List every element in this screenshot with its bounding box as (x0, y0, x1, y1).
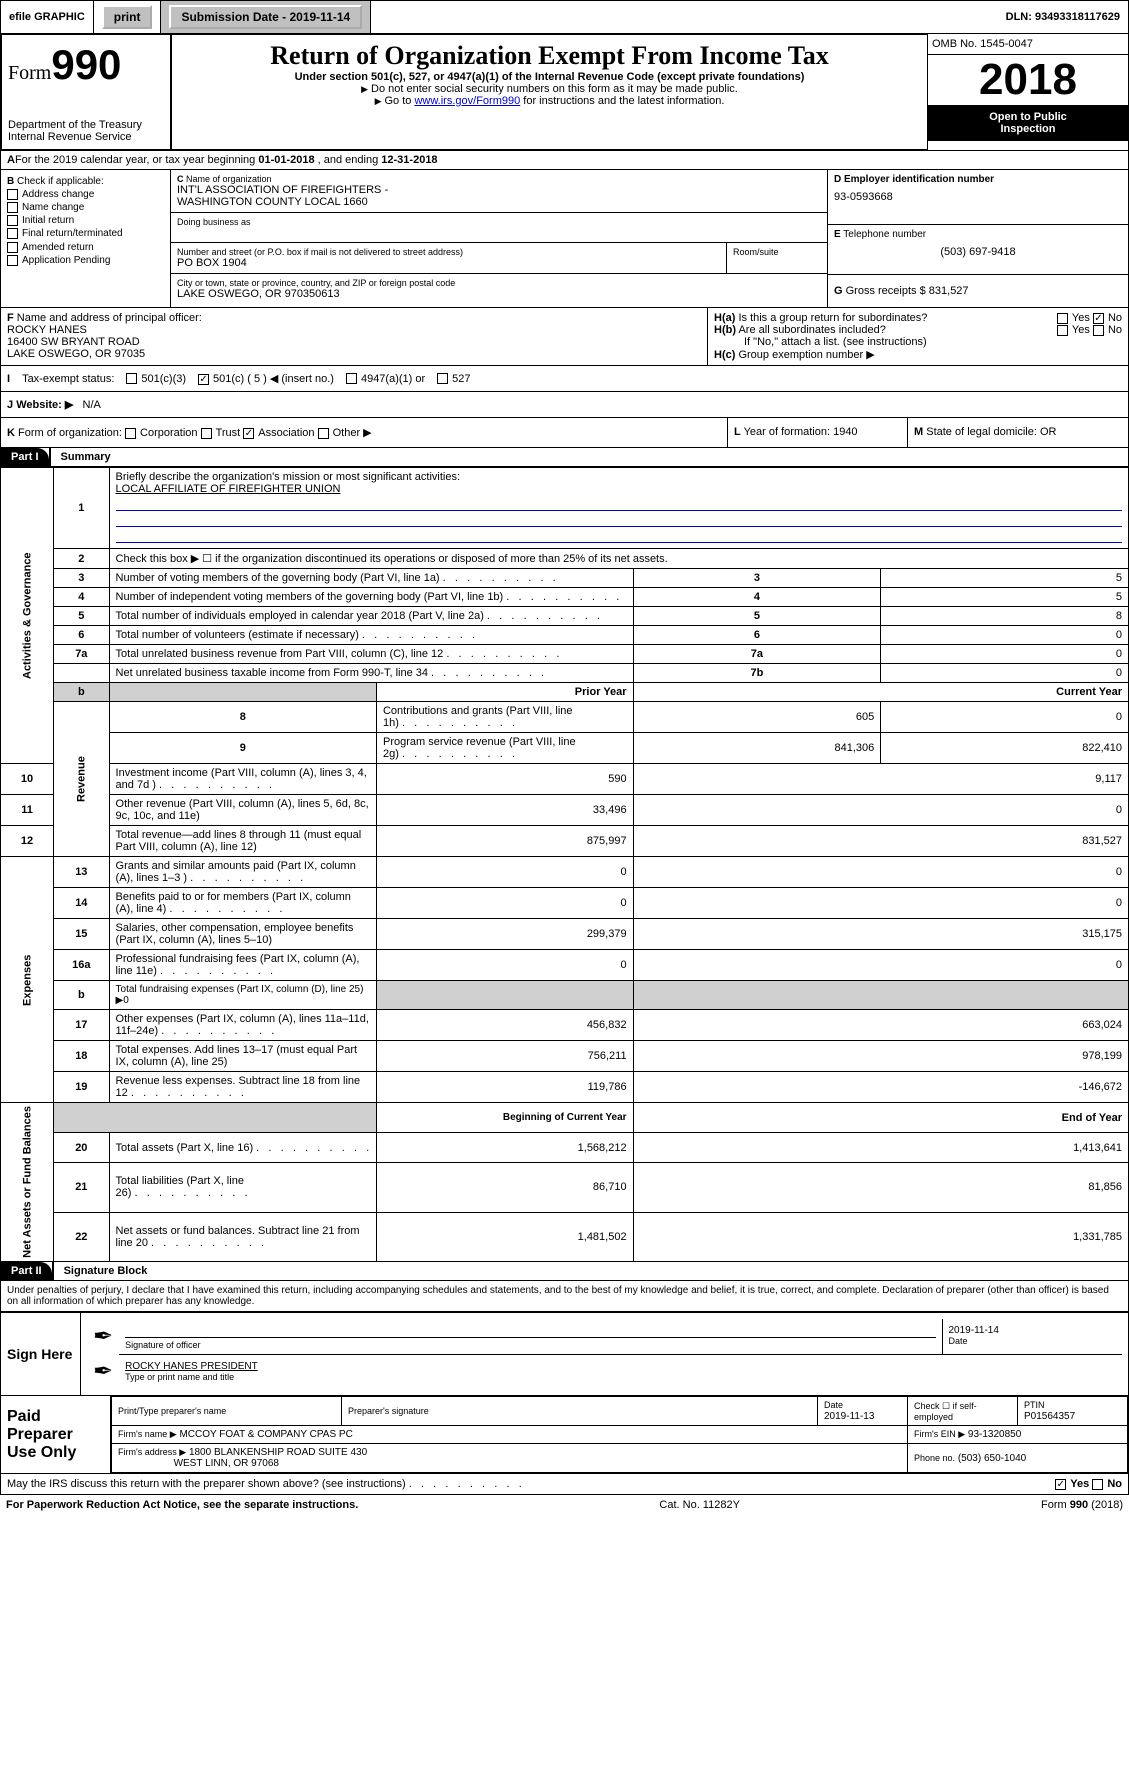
tax-year: 2018 (928, 55, 1128, 105)
dba-box: Doing business as (171, 213, 827, 243)
checkbox-corp[interactable] (125, 428, 136, 439)
mission-text: LOCAL AFFILIATE OF FIREFIGHTER UNION (116, 483, 341, 495)
footer-row: For Paperwork Reduction Act Notice, see … (0, 1495, 1129, 1515)
checkbox-assoc[interactable]: ✓ (243, 428, 254, 439)
checkbox-amended[interactable] (7, 242, 18, 253)
street-box: Number and street (or P.O. box if mail i… (171, 243, 727, 274)
checkbox-ha-no[interactable]: ✓ (1093, 313, 1104, 324)
year-formation: L Year of formation: 1940 (728, 418, 908, 447)
checkbox-4947[interactable] (346, 373, 357, 384)
part-i-table: Activities & Governance 1 Briefly descri… (0, 467, 1129, 1262)
open-public-badge: Open to PublicInspection (928, 105, 1128, 141)
dln-label: DLN: 93493318117629 (998, 1, 1128, 33)
ssn-note: Do not enter social security numbers on … (178, 83, 921, 95)
checkbox-final-return[interactable] (7, 228, 18, 239)
omb-number: OMB No. 1545-0047 (928, 34, 1128, 55)
checkbox-initial-return[interactable] (7, 215, 18, 226)
efile-label: efile GRAPHIC (1, 1, 94, 33)
checkbox-pending[interactable] (7, 255, 18, 266)
checkbox-501c[interactable]: ✓ (198, 374, 209, 385)
checkbox-name-change[interactable] (7, 202, 18, 213)
checkbox-discuss-no[interactable] (1092, 1479, 1103, 1490)
submission-date: Submission Date - 2019-11-14 (161, 1, 371, 33)
state-domicile: M State of legal domicile: OR (908, 418, 1128, 447)
checkbox-527[interactable] (437, 373, 448, 384)
ein-box: D Employer identification number 93-0593… (828, 170, 1128, 225)
checkbox-other[interactable] (318, 428, 329, 439)
vlabel-revenue: Revenue (54, 702, 109, 857)
irs-label: Internal Revenue Service (8, 131, 164, 143)
perjury-text: Under penalties of perjury, I declare th… (0, 1281, 1129, 1312)
box-b: B Check if applicable: Address change Na… (1, 170, 171, 307)
phone-box: E Telephone number (503) 697-9418 (828, 225, 1128, 275)
irs-link[interactable]: www.irs.gov/Form990 (414, 95, 520, 107)
subtitle: Under section 501(c), 527, or 4947(a)(1)… (178, 71, 921, 83)
klm-row: K Form of organization: Corporation Trus… (0, 418, 1129, 448)
checkbox-trust[interactable] (201, 428, 212, 439)
checkbox-501c3[interactable] (126, 373, 137, 384)
tax-exempt-row: I Tax-exempt status: 501(c)(3) ✓501(c) (… (0, 366, 1129, 392)
identity-block: B Check if applicable: Address change Na… (0, 170, 1129, 308)
checkbox-ha-yes[interactable] (1057, 313, 1068, 324)
group-return-box: H(a) Is this a group return for subordin… (708, 308, 1128, 365)
goto-note: Go to www.irs.gov/Form990 for instructio… (178, 95, 921, 107)
print-button[interactable]: print (94, 1, 162, 33)
website-row: J Website: ▶ N/A (0, 392, 1129, 418)
discuss-row: May the IRS discuss this return with the… (0, 1474, 1129, 1495)
vlabel-expenses: Expenses (1, 857, 54, 1103)
form-number: Form990 (8, 41, 164, 89)
part-i-header: Part I Summary (0, 448, 1129, 467)
room-box: Room/suite (727, 243, 827, 274)
part-ii-header: Part II Signature Block (0, 1262, 1129, 1281)
org-name-box: C Name of organization INT'L ASSOCIATION… (171, 170, 827, 213)
officer-group-row: F Name and address of principal officer:… (0, 308, 1129, 366)
form-header: Form990 Department of the Treasury Inter… (0, 34, 1129, 151)
top-bar: efile GRAPHIC print Submission Date - 20… (0, 0, 1129, 34)
period-row: AFor the 2019 calendar year, or tax year… (0, 151, 1129, 170)
gross-receipts: G Gross receipts $ 831,527 (828, 275, 1128, 307)
vlabel-governance: Activities & Governance (1, 468, 54, 764)
vlabel-netassets: Net Assets or Fund Balances (1, 1103, 54, 1262)
checkbox-hb-yes[interactable] (1057, 325, 1068, 336)
checkbox-address-change[interactable] (7, 189, 18, 200)
dept-treasury: Department of the Treasury (8, 119, 164, 131)
city-box: City or town, state or province, country… (171, 274, 827, 304)
officer-box: F Name and address of principal officer:… (1, 308, 708, 365)
sign-here-block: Sign Here ✒ Signature of officer 2019-11… (0, 1312, 1129, 1397)
checkbox-discuss-yes[interactable]: ✓ (1055, 1479, 1066, 1490)
paid-preparer-block: Paid Preparer Use Only Print/Type prepar… (0, 1396, 1129, 1474)
checkbox-hb-no[interactable] (1093, 325, 1104, 336)
return-title: Return of Organization Exempt From Incom… (178, 41, 921, 71)
